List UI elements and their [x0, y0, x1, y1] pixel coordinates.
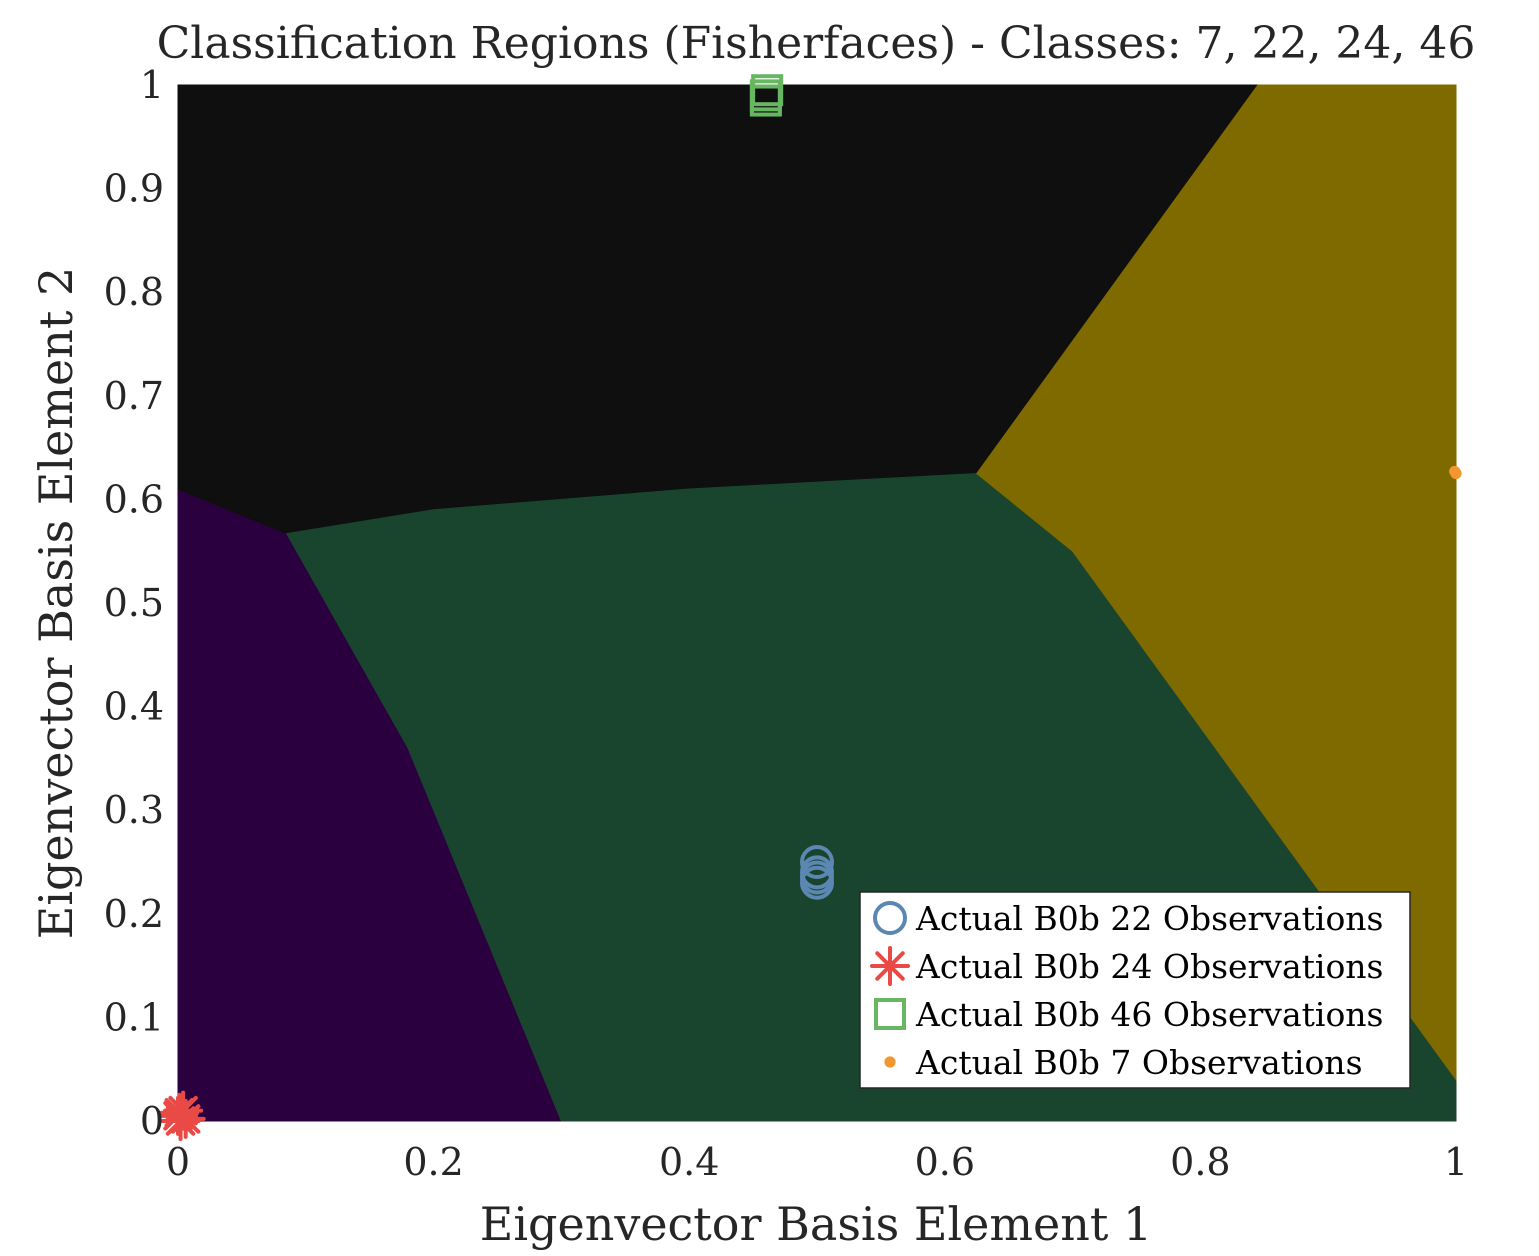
y-tick-label: 1 [140, 63, 164, 107]
marker-square-2-2 [751, 74, 784, 107]
y-tick-label: 0.8 [104, 270, 164, 314]
y-axis-label: Eigenvector Basis Element 2 [29, 267, 83, 939]
y-tick-label: 0.4 [104, 685, 164, 729]
legend-marker-asterisk [870, 946, 910, 986]
x-axis-ticks: 0 0.2 0.4 0.6 0.8 1 [166, 1140, 1468, 1184]
x-tick-label: 0.2 [403, 1140, 463, 1184]
y-tick-label: 0.2 [104, 892, 164, 936]
x-tick-label: 1 [1444, 1140, 1468, 1184]
y-tick-label: 0.1 [104, 995, 164, 1039]
x-tick-label: 0.8 [1170, 1140, 1230, 1184]
legend-marker-circle [873, 901, 907, 935]
legend-entry-label: Actual B0b 46 Observations [915, 995, 1384, 1034]
y-tick-label: 0.7 [104, 374, 164, 418]
legend-marker-square [874, 998, 906, 1030]
x-axis-label: Eigenvector Basis Element 1 [480, 1197, 1152, 1251]
marker-asterisk-1-4 [159, 1092, 200, 1133]
x-tick-label: 0.6 [915, 1140, 975, 1184]
legend-entry-label: Actual B0b 22 Observations [915, 899, 1384, 938]
marker-circle-0-0 [800, 845, 834, 879]
marker-dot-3-1 [1449, 465, 1461, 478]
x-tick-label: 0 [166, 1140, 190, 1184]
y-tick-label: 0.3 [104, 788, 164, 832]
legend-entry-label: Actual B0b 7 Observations [915, 1043, 1363, 1082]
y-tick-label: 0.6 [104, 477, 164, 521]
region-class-7 [976, 84, 1457, 1082]
y-tick-label: 0.9 [104, 167, 164, 211]
legend-marker-dot [884, 1056, 896, 1068]
legend: Actual B0b 22 Observations Actual B0b 24 … [859, 891, 1411, 1089]
y-tick-label: 0.5 [104, 581, 164, 625]
legend-box [859, 891, 1411, 1089]
chart-title: Classification Regions (Fisherfaces) - C… [157, 18, 1476, 69]
legend-entry-label: Actual B0b 24 Observations [915, 947, 1384, 986]
y-axis-ticks: 0 0.1 0.2 0.3 0.4 0.5 0.6 0.7 0.8 0.9 1 [104, 63, 164, 1143]
x-tick-label: 0.4 [659, 1140, 719, 1184]
marker-circle-0-3 [800, 860, 834, 895]
y-tick-label: 0 [140, 1099, 164, 1143]
observation-markers [158, 74, 1462, 1141]
